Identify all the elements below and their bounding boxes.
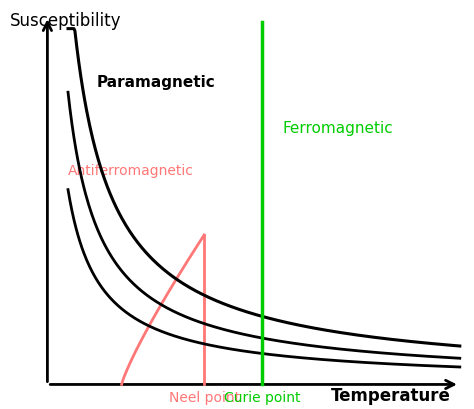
Text: Curie point: Curie point	[224, 391, 300, 405]
Text: Paramagnetic: Paramagnetic	[97, 74, 216, 90]
Text: Ferromagnetic: Ferromagnetic	[283, 121, 393, 136]
Text: Neel point: Neel point	[169, 391, 240, 405]
Text: Antiferromagnetic: Antiferromagnetic	[68, 164, 194, 178]
Text: Temperature: Temperature	[330, 387, 450, 405]
Text: Susceptibility: Susceptibility	[9, 12, 121, 30]
